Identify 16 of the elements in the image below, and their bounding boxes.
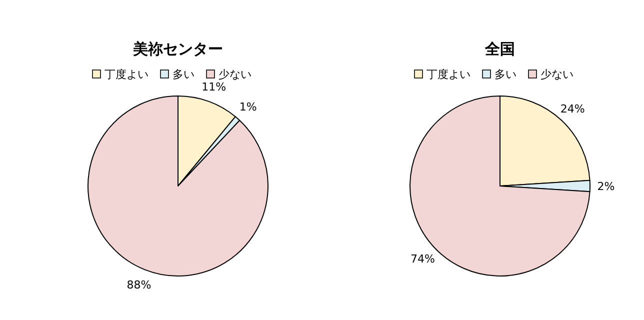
legend-label: 多い <box>172 68 194 81</box>
pie-slice <box>410 96 590 276</box>
data-label: 2% <box>597 180 615 193</box>
chart-title: 美祢センター <box>132 40 223 58</box>
legend-label: 少ない <box>540 68 574 81</box>
data-label: 74% <box>410 252 435 266</box>
legend-label: 丁度よい <box>104 68 148 81</box>
chart-title: 全国 <box>484 40 515 58</box>
legend-label: 丁度よい <box>426 68 470 81</box>
data-label: 88% <box>126 278 152 292</box>
data-label: 1% <box>239 100 257 114</box>
data-label: 11% <box>202 80 226 94</box>
legend-label: 少ない <box>218 68 252 81</box>
pie-slice <box>88 96 268 276</box>
data-label: 24% <box>560 102 585 116</box>
legend-label: 多い <box>494 68 516 81</box>
